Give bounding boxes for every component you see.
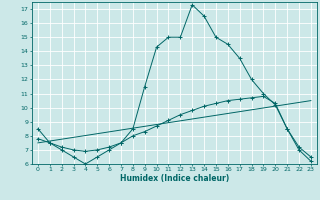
X-axis label: Humidex (Indice chaleur): Humidex (Indice chaleur) [120,174,229,183]
